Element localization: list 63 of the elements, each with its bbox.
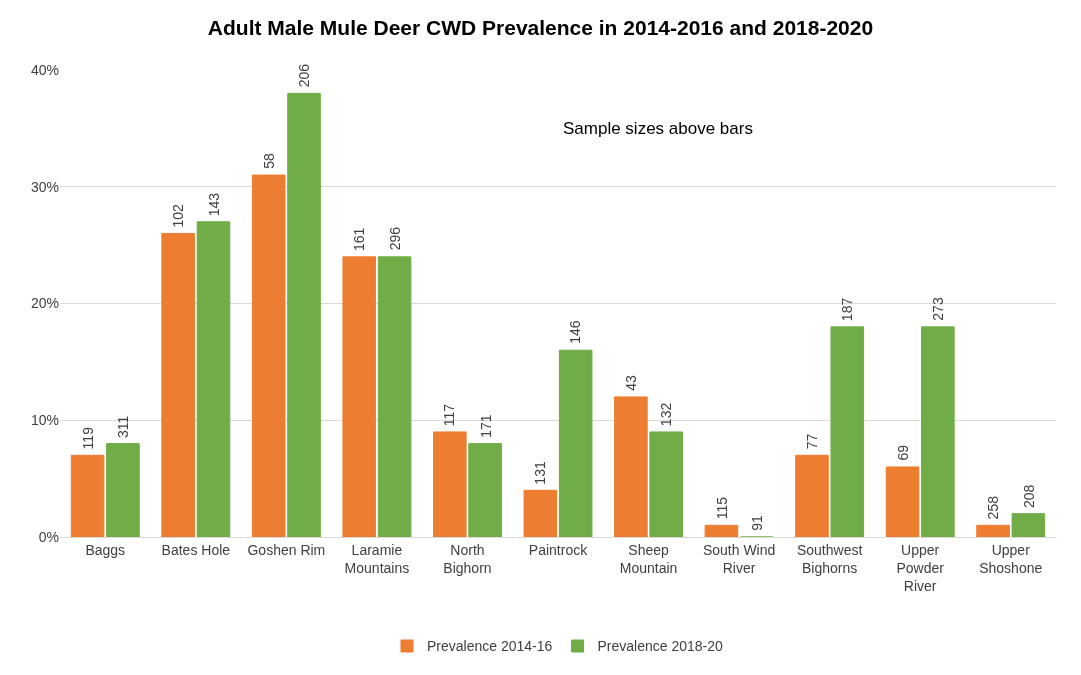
annotation: 171 bbox=[477, 414, 494, 438]
y-tick-label: 20% bbox=[30, 295, 59, 312]
annotation: 43 bbox=[622, 375, 639, 391]
annotation: Sample sizes above bars bbox=[563, 119, 753, 138]
y-tick-label: 30% bbox=[30, 178, 59, 195]
chart-title: Adult Male Mule Deer CWD Prevalence in 2014-2016 and 2018-2020 bbox=[207, 15, 874, 39]
annotation: 117 bbox=[441, 403, 458, 427]
x-tick-label: North Bighorn bbox=[443, 541, 492, 576]
bar bbox=[649, 431, 683, 537]
bar bbox=[976, 524, 1010, 537]
y-tick-label: 0% bbox=[38, 528, 59, 545]
bar bbox=[614, 396, 648, 537]
bar bbox=[468, 443, 502, 537]
annotation: 161 bbox=[351, 227, 368, 252]
annotation: 273 bbox=[929, 297, 946, 321]
bar bbox=[433, 431, 467, 537]
x-tick-label: Paintrock bbox=[528, 541, 589, 558]
x-tick-label: Laramie Mountains bbox=[344, 541, 410, 576]
x-tick-label: Bates Hole bbox=[161, 541, 231, 558]
bar bbox=[377, 256, 412, 537]
x-tick-label: Upper Shoshone bbox=[979, 541, 1043, 576]
x-tick-label: Sheep Mountain bbox=[619, 541, 678, 576]
y-tick-label: 10% bbox=[30, 412, 59, 429]
bar bbox=[704, 524, 739, 537]
x-tick-label: South Wind River bbox=[702, 541, 776, 576]
annotation: 102 bbox=[169, 204, 186, 228]
annotation: 187 bbox=[839, 297, 856, 322]
annotation: 119 bbox=[79, 426, 96, 450]
x-tick-label: Southwest Bighorns bbox=[796, 541, 863, 576]
x-tick-label: Upper Powder River bbox=[896, 541, 945, 595]
bar bbox=[106, 443, 140, 537]
annotation: 206 bbox=[295, 63, 312, 88]
annotation: 311 bbox=[114, 415, 131, 439]
annotation: 258 bbox=[984, 495, 1001, 520]
bar bbox=[196, 221, 231, 537]
x-tick-label: Baggs bbox=[85, 541, 126, 558]
annotation: 58 bbox=[260, 152, 277, 169]
legend-label: Prevalence 2018-20 bbox=[597, 638, 724, 655]
annotation: 208 bbox=[1020, 484, 1037, 509]
bar bbox=[251, 174, 286, 537]
legend-label: Prevalence 2014-16 bbox=[427, 638, 553, 655]
bar bbox=[830, 326, 865, 537]
annotation: 143 bbox=[205, 192, 222, 217]
bar bbox=[287, 92, 321, 537]
bar bbox=[1011, 513, 1046, 537]
bar bbox=[161, 232, 195, 537]
annotation: 132 bbox=[658, 402, 675, 427]
bar bbox=[70, 454, 105, 537]
annotation: 69 bbox=[894, 444, 911, 461]
bar bbox=[795, 454, 829, 537]
annotation: 115 bbox=[713, 496, 730, 520]
bar bbox=[885, 466, 920, 537]
annotation: 91 bbox=[748, 514, 765, 531]
y-tick-label: 40% bbox=[30, 61, 59, 78]
bar bbox=[342, 256, 377, 537]
annotation: 131 bbox=[532, 461, 549, 485]
annotation: 296 bbox=[386, 226, 403, 251]
annotation: 146 bbox=[567, 320, 584, 344]
bar bbox=[523, 489, 558, 537]
bar bbox=[558, 349, 593, 537]
bar bbox=[921, 326, 955, 537]
annotation: 77 bbox=[803, 433, 820, 450]
x-tick-label: Goshen Rim bbox=[247, 541, 326, 558]
